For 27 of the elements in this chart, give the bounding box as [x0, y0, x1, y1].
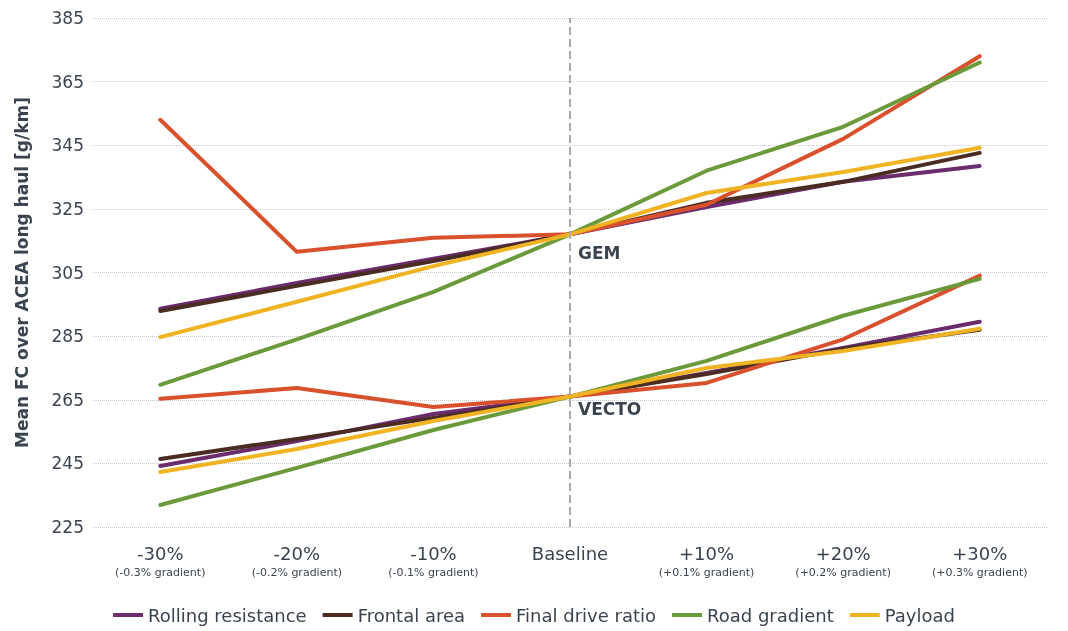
legend-label: Final drive ratio	[516, 604, 657, 626]
legend-label: Frontal area	[357, 604, 466, 626]
y-tick-label: 305	[51, 262, 84, 283]
y-tick-label: 225	[51, 517, 84, 537]
annotation: GEM	[578, 243, 621, 264]
y-axis-title: Mean FC over ACEA long haul [g/km]	[11, 97, 32, 448]
x-tick-label: -20% (-0.2% gradient)	[251, 542, 343, 579]
y-tick-label: 325	[51, 198, 84, 219]
legend-label: Rolling resistance	[148, 604, 307, 626]
x-tick-label: +20% (+0.2% gradient)	[795, 542, 891, 579]
line-series	[158, 60, 982, 387]
y-tick-label: 345	[51, 135, 84, 156]
x-tick-label: -10% (-0.1% gradient)	[388, 542, 479, 579]
x-tick-label: +10% (+0.1% gradient)	[658, 542, 755, 579]
x-tick-label: Baseline	[531, 542, 609, 564]
x-tick-label: -30% (-0.3% gradient)	[115, 542, 206, 579]
annotation: VECTO	[578, 399, 642, 420]
y-tick-label: 245	[51, 453, 84, 474]
y-tick-label: 385	[51, 8, 84, 28]
x-tick-label: +30% (+0.3% gradient)	[931, 542, 1028, 579]
legend-label: Road gradient	[707, 604, 834, 626]
y-tick-label: 365	[51, 71, 84, 92]
line-series	[158, 276, 982, 508]
line-series	[158, 145, 982, 340]
y-tick-label: 285	[51, 326, 84, 347]
legend-label: Payload	[884, 604, 955, 626]
y-tick-label: 265	[51, 389, 84, 410]
